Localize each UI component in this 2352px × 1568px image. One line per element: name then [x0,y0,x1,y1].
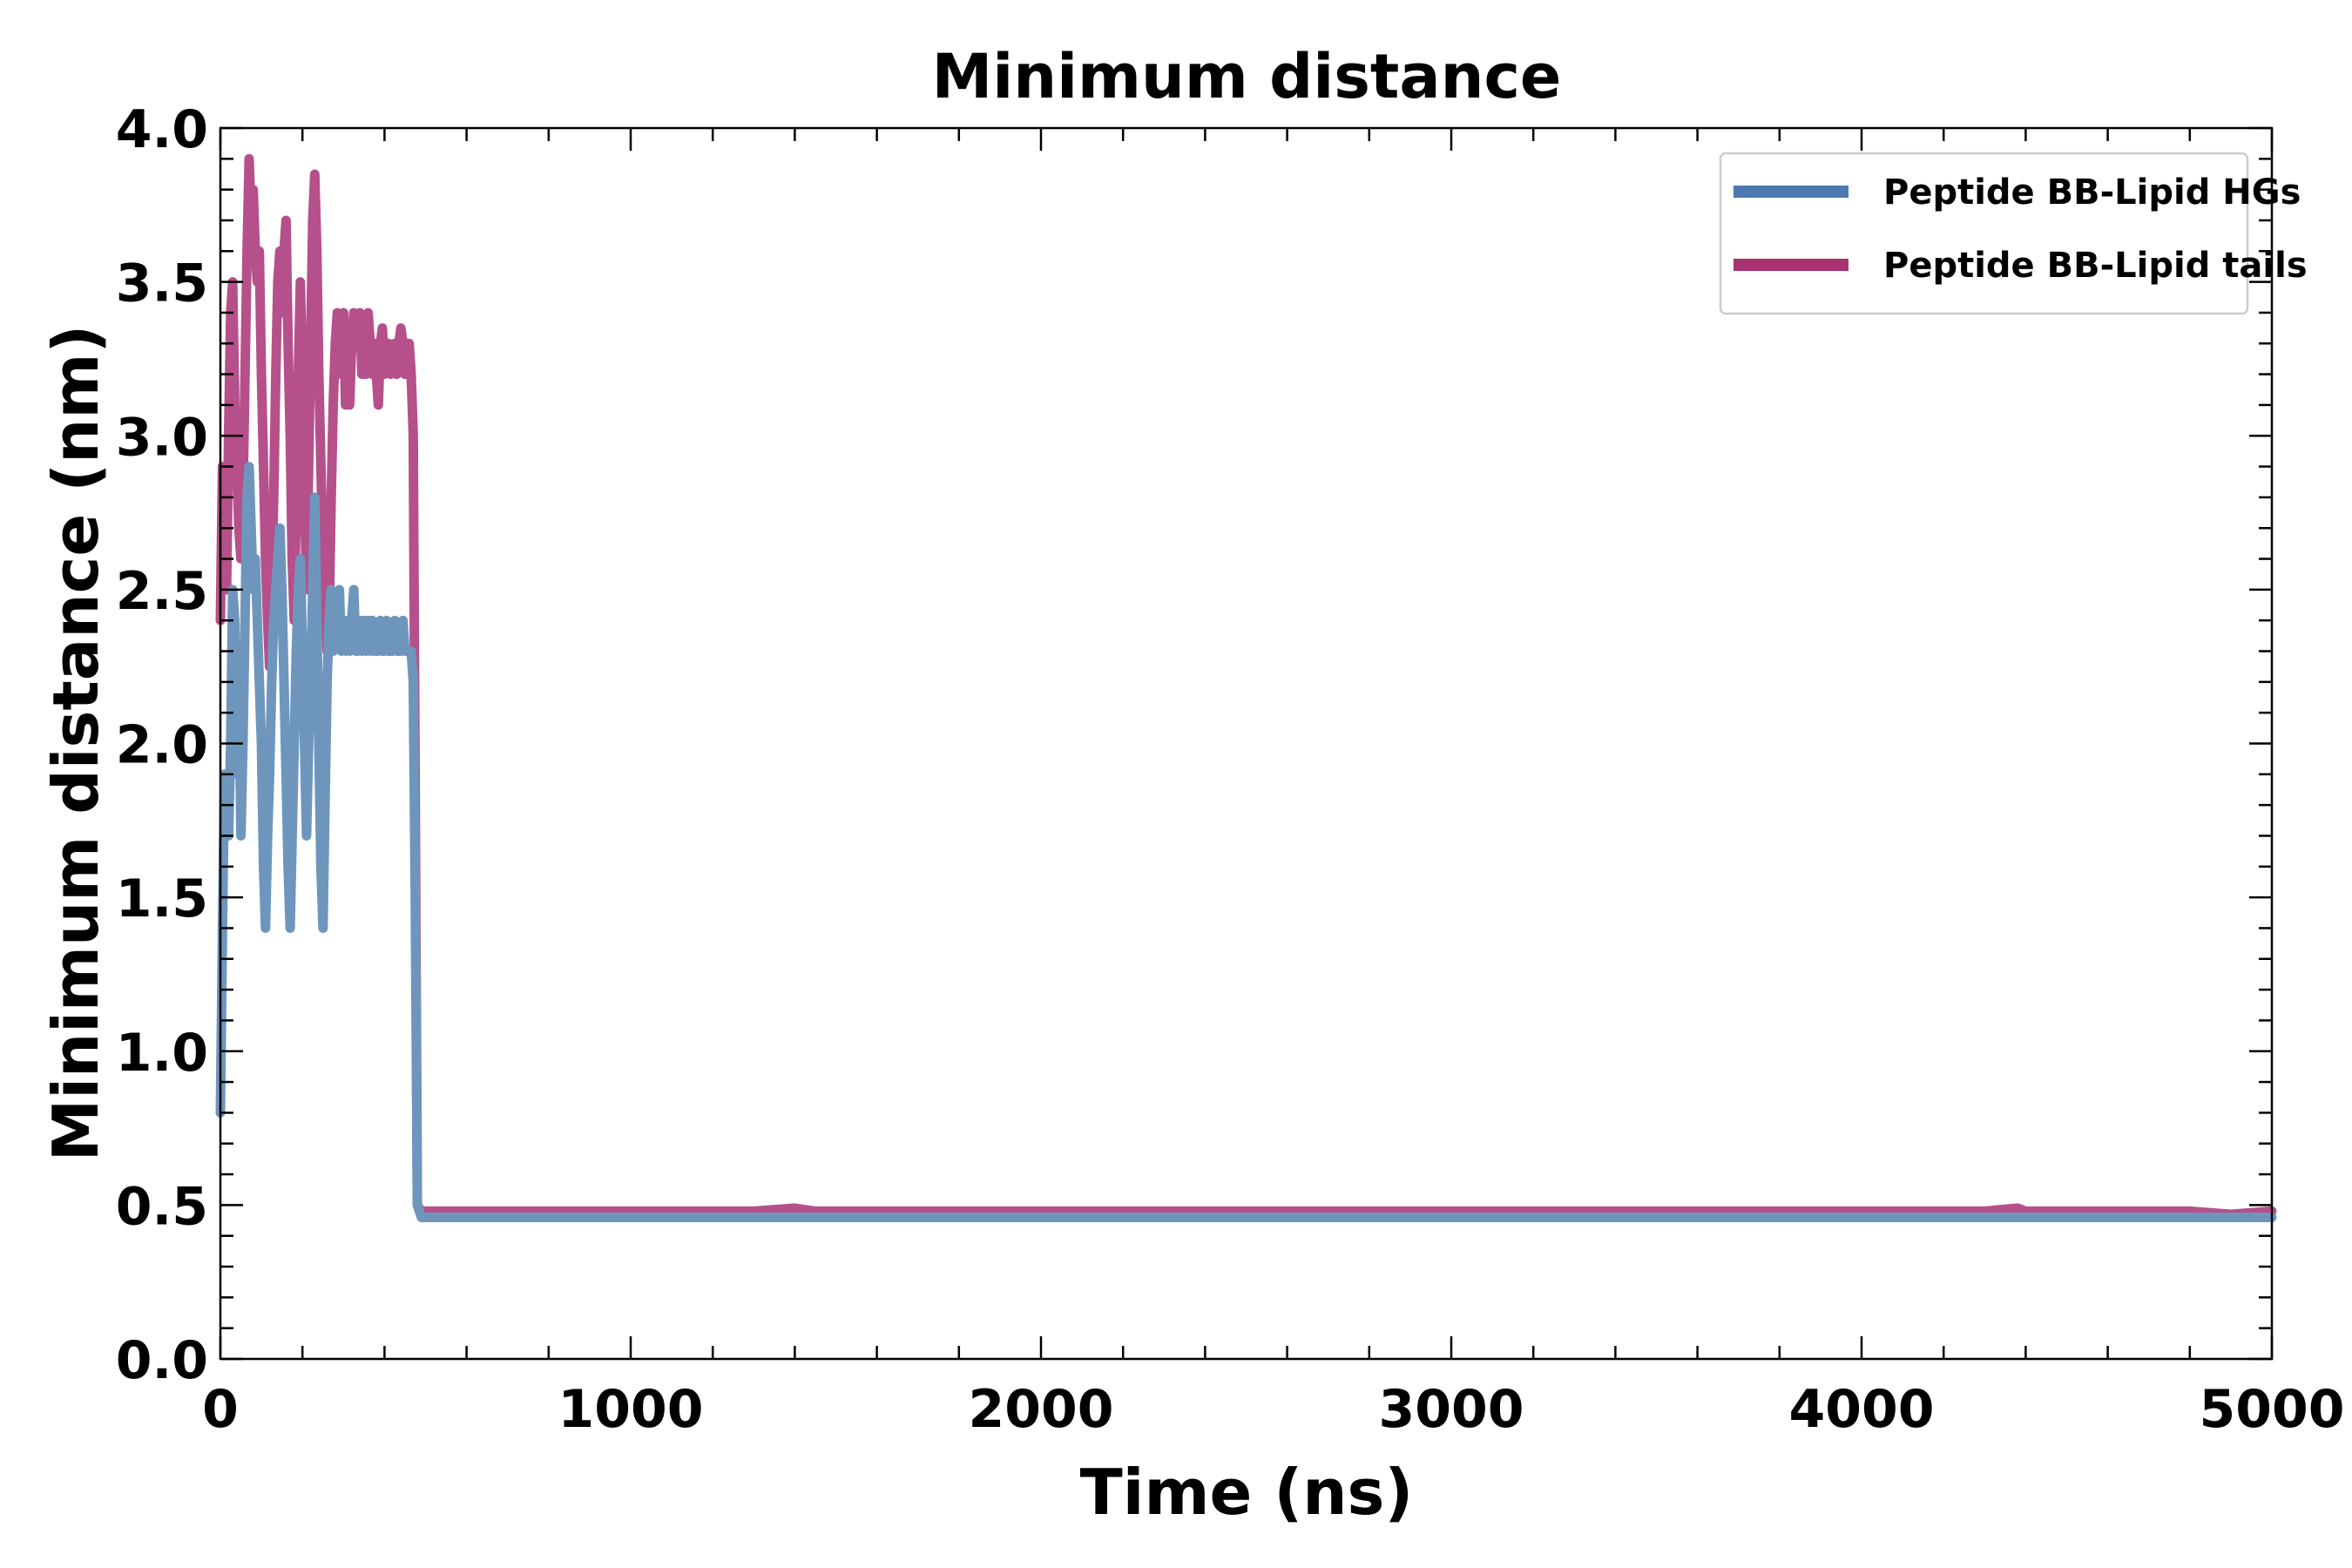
y-tick-label: 3.0 [116,407,208,468]
x-tick-label: 1000 [558,1379,704,1440]
series-line-lipid-tails [215,153,2277,1220]
y-tick-label: 3.5 [116,253,208,314]
y-tick-label: 0.5 [116,1176,208,1237]
y-tick-label: 2.5 [116,561,208,622]
chart-title: Minimum distance [932,41,1562,112]
legend: Peptide BB-Lipid HGs Peptide BB-Lipid tai… [1719,152,2308,315]
legend-box [1719,152,2249,315]
y-tick-label: 1.5 [116,868,208,929]
x-axis-label: Time (ns) [1080,1456,1414,1529]
y-tick-label: 0.0 [116,1330,208,1391]
x-tick-label: 4000 [1789,1379,1935,1440]
series-layer [215,153,2277,1222]
legend-label: Peptide BB-Lipid tails [1883,246,2308,286]
series-line-lipid-hgs [215,462,2277,1222]
y-tick-label: 2.0 [116,715,208,776]
x-tick-label: 2000 [969,1379,1114,1440]
x-tick-label: 3000 [1379,1379,1524,1440]
x-tick-label: 0 [202,1379,239,1440]
y-axis-label: Minimum distance (nm) [39,325,112,1162]
x-tick-label: 5000 [2200,1379,2345,1440]
legend-label: Peptide BB-Lipid HGs [1883,172,2301,213]
ticks-layer: 0 1000 2000 3000 4000 5000 0.0 0.5 1.0 1.5 2.0 2.5 3… [116,99,2345,1440]
y-tick-label: 1.0 [116,1023,208,1084]
y-tick-label: 4.0 [116,99,208,160]
